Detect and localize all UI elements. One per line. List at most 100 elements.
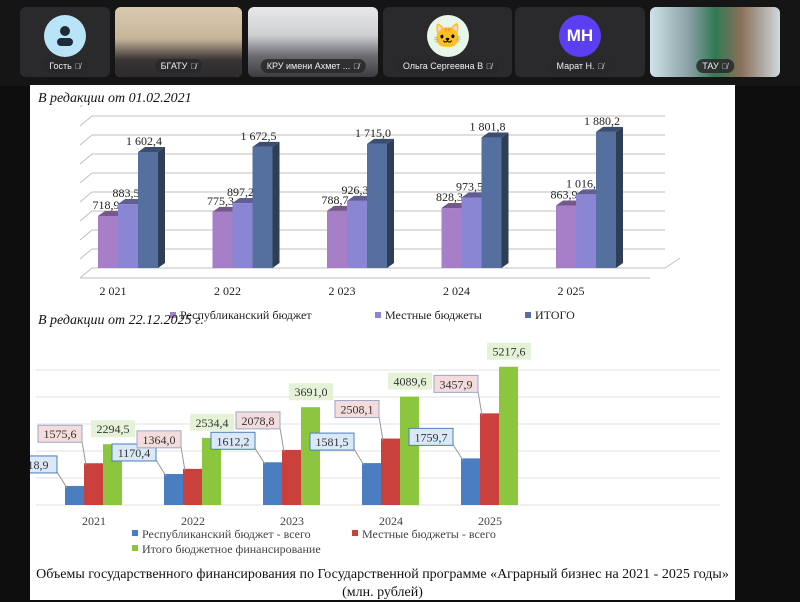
- x-tick-label: 2022: [181, 514, 205, 528]
- data-label: 897,2: [227, 185, 254, 199]
- data-label: 2294,5: [97, 422, 130, 436]
- data-label: 1 016,3: [566, 176, 602, 190]
- subtitle-2021: В редакции от 01.02.2021: [38, 91, 192, 106]
- participant-name-text: ТАУ: [702, 61, 719, 71]
- data-label: 775,3: [207, 194, 234, 208]
- bar-2: [499, 366, 518, 505]
- bar-0: [327, 210, 347, 268]
- bar-2: [252, 146, 273, 268]
- x-tick-label: 2021: [82, 514, 106, 528]
- bar-1: [84, 463, 103, 505]
- bar-1: [347, 200, 367, 268]
- legend-label: Местные бюджеты: [385, 308, 482, 322]
- bar-1: [232, 203, 253, 268]
- data-label: 4089,6: [394, 375, 427, 389]
- data-label: 883,5: [113, 186, 140, 200]
- bar-0: [212, 211, 233, 268]
- legend-label: Республиканский бюджет: [180, 308, 312, 322]
- bar-0: [461, 458, 480, 505]
- bar-0: [164, 473, 183, 505]
- bar-2: [202, 437, 221, 505]
- legend-swatch: [525, 312, 531, 318]
- data-label-box: [289, 383, 333, 401]
- participant-strip: Гость 🎙̸ БГАТУ 🎙̸ КРУ имени Ахмет ... 🎙̸ 🐱 Ольг…: [0, 0, 800, 86]
- x-tick-label: 2024: [379, 514, 403, 528]
- participant-name-text: БГАТУ: [160, 61, 188, 71]
- data-label-box: [388, 372, 432, 390]
- data-label: 973,5: [456, 180, 483, 194]
- participant-tile[interactable]: МН Марат Н. 🎙̸: [515, 7, 645, 77]
- participant-name-text: КРУ имени Ахмет ...: [266, 61, 351, 71]
- legend-swatch: [132, 530, 138, 536]
- participant-name-text: Гость: [49, 61, 72, 71]
- data-label-box: [487, 342, 531, 360]
- data-label: 1 801,8: [470, 120, 506, 134]
- shared-slide: В редакции от 01.02.2021 718,9 883,5 1 602…: [30, 85, 735, 600]
- legend-swatch: [132, 545, 138, 551]
- bar-0: [263, 462, 282, 505]
- data-label-box: [309, 432, 355, 451]
- bar-2: [138, 151, 158, 268]
- data-label: 926,3: [342, 183, 369, 197]
- participant-name: КРУ имени Ахмет ... 🎙̸: [260, 59, 366, 73]
- data-label: 1612,2: [217, 434, 250, 448]
- mic-muted-icon: 🎙̸: [74, 62, 81, 71]
- bar-top: [367, 138, 394, 144]
- bar-side: [501, 132, 509, 268]
- bar-1: [576, 194, 596, 268]
- data-label-box: [235, 411, 281, 430]
- participant-tile[interactable]: Гость 🎙̸: [20, 7, 110, 77]
- callout-line: [56, 471, 68, 489]
- bar-1: [480, 413, 499, 505]
- bar-side: [272, 141, 280, 268]
- callout-line: [353, 448, 365, 466]
- gridline: [79, 153, 665, 165]
- x-tick-label: 2 021: [100, 284, 127, 298]
- participant-tile[interactable]: ТАУ 🎙̸: [650, 7, 780, 77]
- data-label-box: [30, 455, 58, 474]
- axis-line: [664, 257, 681, 269]
- data-label: 1 672,5: [241, 129, 277, 143]
- legend-label: Итого бюджетное финансирование: [142, 542, 321, 556]
- gridline: [79, 115, 665, 127]
- data-label-box: [210, 431, 256, 450]
- gridline: [79, 105, 84, 108]
- data-label-box: [91, 420, 135, 438]
- data-label-box: [37, 424, 83, 443]
- legend-label: Республиканский бюджет - всего: [142, 527, 311, 541]
- bar-2: [481, 137, 502, 268]
- data-label: 1170,4: [118, 446, 151, 460]
- data-label: 2078,8: [242, 414, 275, 428]
- participant-tile[interactable]: БГАТУ 🎙̸: [115, 7, 242, 77]
- data-label: 718,9: [30, 458, 49, 472]
- participant-tile[interactable]: КРУ имени Ахмет ... 🎙̸: [248, 7, 378, 77]
- data-label: 1 715,0: [355, 126, 391, 140]
- bar-2: [400, 396, 419, 505]
- bar-0: [98, 215, 118, 268]
- bar-1: [118, 204, 138, 268]
- data-label-box: [334, 400, 380, 419]
- mic-muted-icon: 🎙̸: [721, 62, 728, 71]
- bar-1: [381, 438, 400, 505]
- mic-muted-icon: 🎙̸: [353, 62, 360, 71]
- data-label: 1 880,2: [584, 114, 620, 128]
- bar-2: [301, 407, 320, 505]
- bar-0: [362, 463, 381, 505]
- gridline: [79, 191, 665, 203]
- bar-0: [556, 205, 576, 268]
- data-label-box: [408, 427, 454, 446]
- bar-top: [138, 146, 165, 152]
- legend-label: ИТОГО: [535, 308, 575, 322]
- data-label: 788,7: [322, 193, 349, 207]
- mic-muted-icon: 🎙̸: [190, 62, 197, 71]
- participant-tile[interactable]: 🐱 Ольга Сергеевна В 🎙̸: [383, 7, 512, 77]
- data-label: 863,9: [551, 187, 578, 201]
- data-label: 2508,1: [341, 403, 374, 417]
- callout-line: [452, 444, 464, 461]
- callout-line: [180, 446, 186, 471]
- x-tick-label: 2 025: [558, 284, 585, 298]
- slide-caption: Объемы государственного финансирования п…: [36, 567, 729, 600]
- bar-2: [367, 143, 387, 268]
- bar-1: [282, 449, 301, 505]
